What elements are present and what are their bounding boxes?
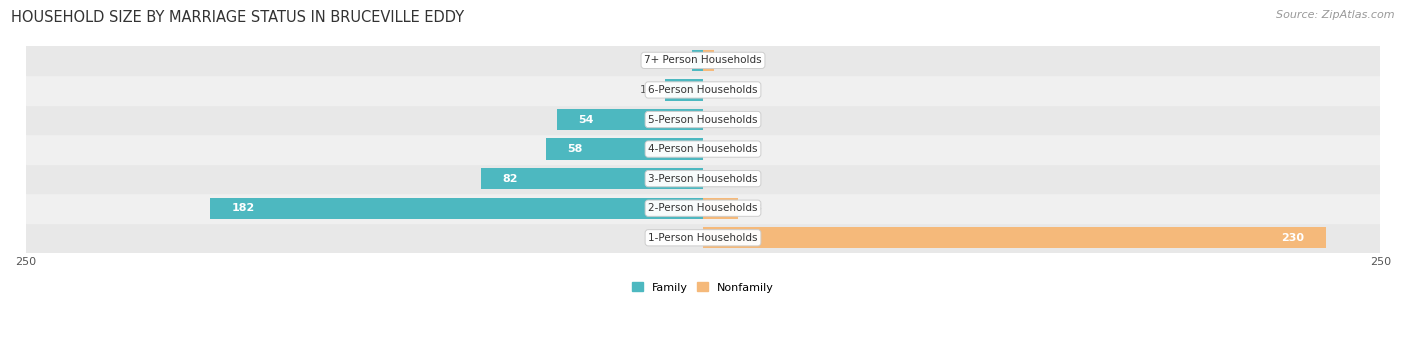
Text: 3-Person Households: 3-Person Households bbox=[648, 174, 758, 184]
Text: 7+ Person Households: 7+ Person Households bbox=[644, 55, 762, 65]
Bar bbox=[665, 79, 703, 101]
Bar bbox=[692, 50, 703, 71]
Bar bbox=[25, 223, 1381, 253]
Text: 182: 182 bbox=[232, 203, 254, 213]
Bar bbox=[25, 46, 1381, 75]
Text: 0: 0 bbox=[714, 174, 721, 184]
Text: 6-Person Households: 6-Person Households bbox=[648, 85, 758, 95]
Text: 1-Person Households: 1-Person Households bbox=[648, 233, 758, 243]
Bar bbox=[703, 227, 1326, 249]
Text: 4: 4 bbox=[675, 55, 682, 65]
Text: 82: 82 bbox=[502, 174, 517, 184]
Bar bbox=[25, 75, 1381, 105]
Bar bbox=[703, 50, 714, 71]
Text: 4-Person Households: 4-Person Households bbox=[648, 144, 758, 154]
Bar bbox=[209, 198, 703, 219]
Text: 0: 0 bbox=[714, 85, 721, 95]
Text: 0: 0 bbox=[714, 144, 721, 154]
Text: 58: 58 bbox=[568, 144, 583, 154]
Text: 14: 14 bbox=[640, 85, 654, 95]
Text: HOUSEHOLD SIZE BY MARRIAGE STATUS IN BRUCEVILLE EDDY: HOUSEHOLD SIZE BY MARRIAGE STATUS IN BRU… bbox=[11, 10, 464, 25]
Bar bbox=[25, 105, 1381, 134]
Bar bbox=[481, 168, 703, 189]
Bar bbox=[25, 193, 1381, 223]
Bar bbox=[703, 198, 738, 219]
Text: 5-Person Households: 5-Person Households bbox=[648, 115, 758, 124]
Text: 13: 13 bbox=[749, 203, 763, 213]
Text: 0: 0 bbox=[714, 115, 721, 124]
Bar bbox=[546, 138, 703, 160]
Text: 0: 0 bbox=[685, 233, 692, 243]
Text: 4: 4 bbox=[724, 55, 731, 65]
Text: Source: ZipAtlas.com: Source: ZipAtlas.com bbox=[1277, 10, 1395, 20]
Bar bbox=[25, 164, 1381, 193]
Bar bbox=[557, 109, 703, 130]
Text: 54: 54 bbox=[578, 115, 593, 124]
Text: 2-Person Households: 2-Person Households bbox=[648, 203, 758, 213]
Text: 230: 230 bbox=[1281, 233, 1305, 243]
Bar bbox=[25, 134, 1381, 164]
Legend: Family, Nonfamily: Family, Nonfamily bbox=[633, 283, 773, 292]
